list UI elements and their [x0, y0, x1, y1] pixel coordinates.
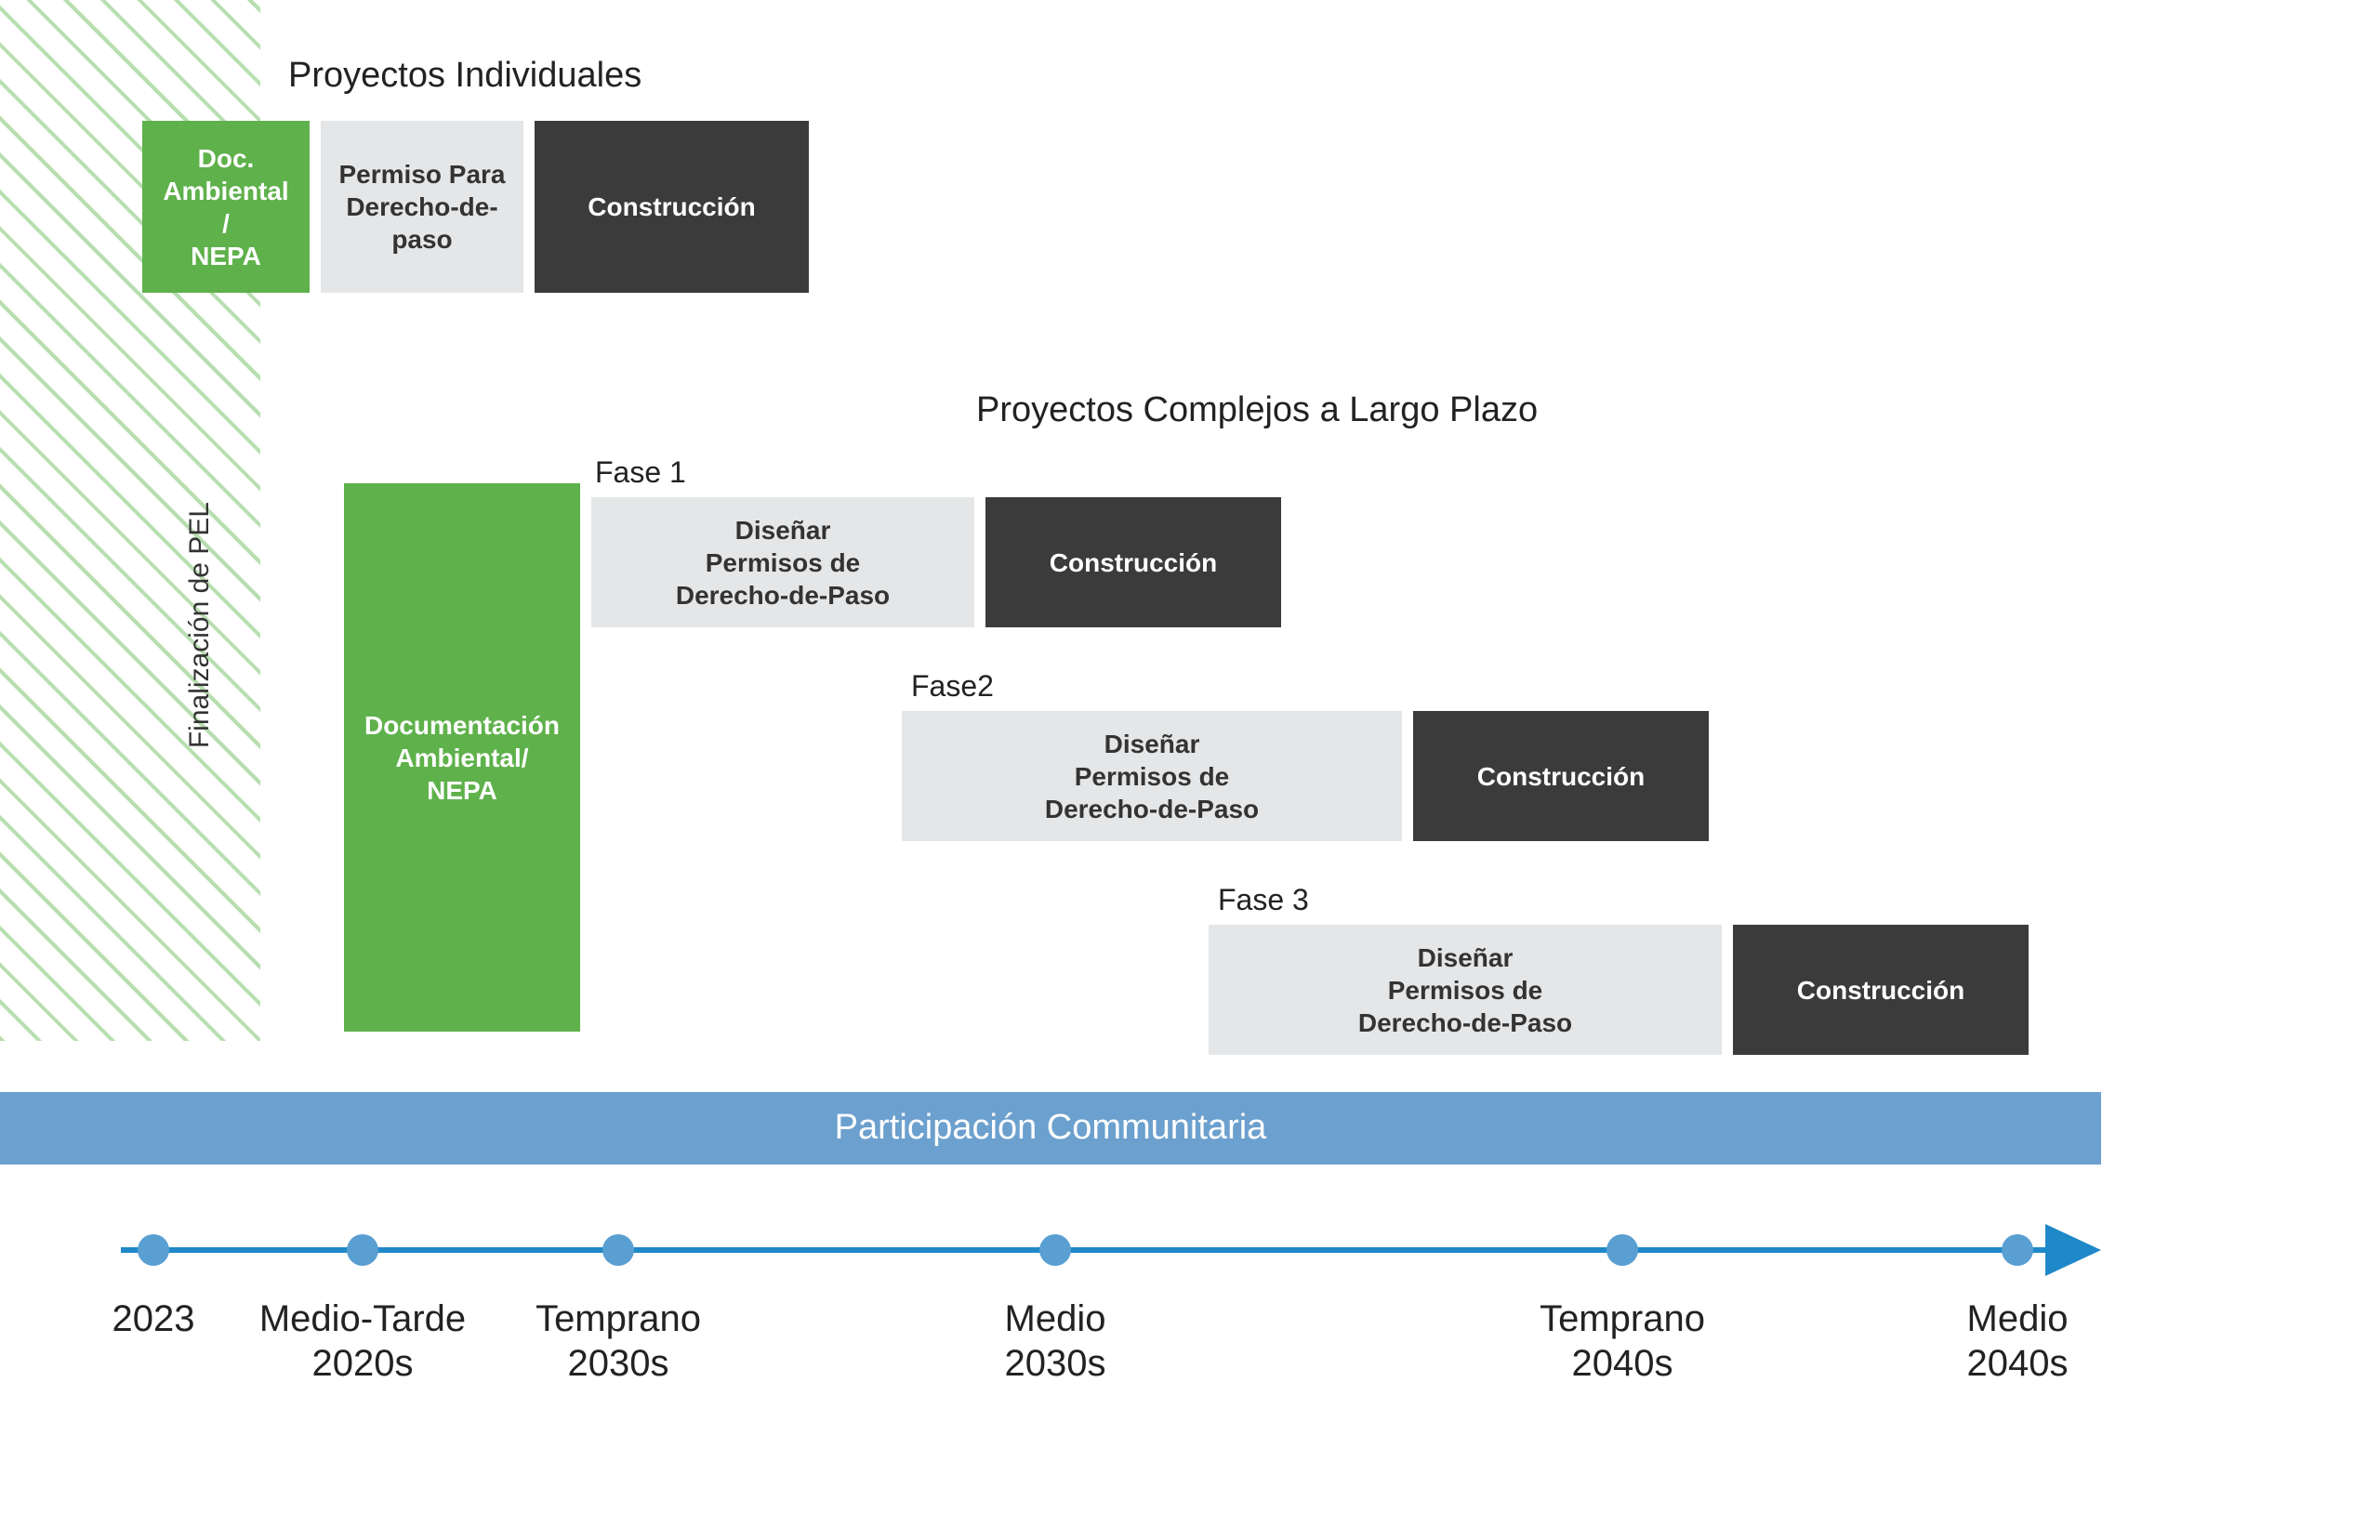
phase-label-2: Fase2: [911, 669, 994, 704]
timeline-arrowhead-icon: [2045, 1224, 2101, 1276]
phase-3-construction-block: Construcción: [1733, 925, 2029, 1055]
timeline-tick-2: [602, 1234, 634, 1266]
timeline-label-0: 2023: [112, 1296, 195, 1341]
phase-1-construction-block: Construcción: [985, 497, 1281, 627]
timeline-label-4: Temprano2040s: [1540, 1296, 1705, 1386]
timeline-label-1: Medio-Tarde2020s: [259, 1296, 466, 1386]
phase-label-3: Fase 3: [1218, 883, 1309, 917]
timeline-tick-4: [1606, 1234, 1638, 1266]
complex-nepa-block: DocumentaciónAmbiental/NEPA: [344, 483, 580, 1032]
pel-completion-label: Finalización de PEL: [184, 502, 216, 748]
timeline-tick-0: [138, 1234, 169, 1266]
timeline-label-2: Temprano2030s: [536, 1296, 701, 1386]
phase-label-1: Fase 1: [595, 455, 686, 490]
individual-block-2: Construcción: [535, 121, 809, 293]
phase-2-design-block: DiseñarPermisos deDerecho-de-Paso: [902, 711, 1402, 841]
phase-1-design-block: DiseñarPermisos deDerecho-de-Paso: [591, 497, 974, 627]
section-title-individual: Proyectos Individuales: [288, 56, 641, 96]
timeline-tick-3: [1039, 1234, 1071, 1266]
individual-block-1: Permiso ParaDerecho-de-paso: [321, 121, 523, 293]
individual-block-0: Doc.Ambiental /NEPA: [142, 121, 310, 293]
section-title-complex: Proyectos Complejos a Largo Plazo: [976, 390, 1538, 430]
phase-2-construction-block: Construcción: [1413, 711, 1709, 841]
timeline-axis: [121, 1247, 2045, 1253]
phase-3-design-block: DiseñarPermisos deDerecho-de-Paso: [1209, 925, 1722, 1055]
timeline-label-3: Medio2030s: [1005, 1296, 1106, 1386]
timeline-tick-1: [347, 1234, 378, 1266]
community-participation-bar: Participación Communitaria: [0, 1092, 2101, 1165]
timeline-label-5: Medio2040s: [1967, 1296, 2069, 1386]
timeline-tick-5: [2002, 1234, 2033, 1266]
